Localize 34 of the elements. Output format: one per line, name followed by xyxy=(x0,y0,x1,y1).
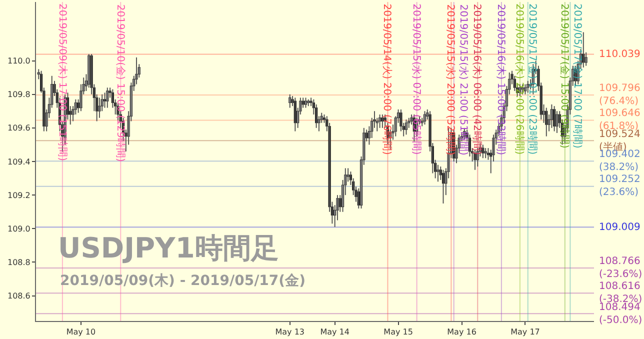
ref-line-label: 108.494 (-50.0%) xyxy=(599,302,642,326)
ref-line-label: 110.039 xyxy=(599,49,640,60)
ref-line-label: 2019/05/14(火) 20:00 (76時間) xyxy=(381,4,394,156)
ref-line-label: 2019/05/10(金) 15:00 (129時間) xyxy=(114,4,127,162)
ref-line-label: 2019/05/15(水) 20:00 (52時間) xyxy=(444,4,457,156)
ref-line-label: 2019/05/17(金) 17:00 (7時間) xyxy=(571,4,584,148)
ref-line-label: 2019/05/17(金) 15:00 (9時間) xyxy=(558,4,570,148)
ref-line-label: 108.616 (-38.2%) xyxy=(599,281,642,305)
x-tick-label: May 17 xyxy=(510,328,540,337)
x-tick-label: May 10 xyxy=(66,328,96,337)
y-tick-label: 109.8 xyxy=(7,90,30,100)
ref-line-label: 2019/05/17(金) 01:00 (23時間) xyxy=(526,4,538,155)
ref-line-label: 2019/05/16(木) 15:00 (33時間) xyxy=(494,4,507,156)
x-tick-label: May 14 xyxy=(320,328,350,337)
ref-line-label: 2019/05/09(木) 17:00 (151時間) xyxy=(56,4,68,162)
y-tick-label: 108.6 xyxy=(7,292,30,301)
ref-line-label: 2019/05/16(木) 22:00 (26時間) xyxy=(513,4,526,155)
ref-line-label: 108.766 (-23.6%) xyxy=(599,256,642,280)
ref-line-label: 109.009 xyxy=(599,222,640,233)
x-tick-label: May 13 xyxy=(275,328,305,337)
x-tick-label: May 15 xyxy=(384,328,413,337)
ref-line-label: 2019/05/16(木) 06:00 (42時間) xyxy=(471,4,484,156)
ref-line-label: 109.796 (76.4%) xyxy=(599,83,640,107)
ref-line-label: 2019/05/15(水) 21:00 (51時間) xyxy=(458,4,470,156)
y-tick-label: 109.4 xyxy=(7,157,30,166)
y-tick-label: 109.2 xyxy=(7,190,30,200)
y-tick-label: 108.8 xyxy=(7,258,30,268)
y-tick-label: 109.0 xyxy=(7,224,30,234)
ref-line-label: 109.252 (23.6%) xyxy=(599,174,640,198)
y-tick-label: 109.6 xyxy=(7,124,30,133)
candlestick xyxy=(436,164,440,182)
ref-line-label: 2019/05/15(水) 07:00 (65時間) xyxy=(410,4,422,155)
x-tick-label: May 16 xyxy=(447,328,476,337)
y-tick-label: 110.0 xyxy=(7,56,30,66)
